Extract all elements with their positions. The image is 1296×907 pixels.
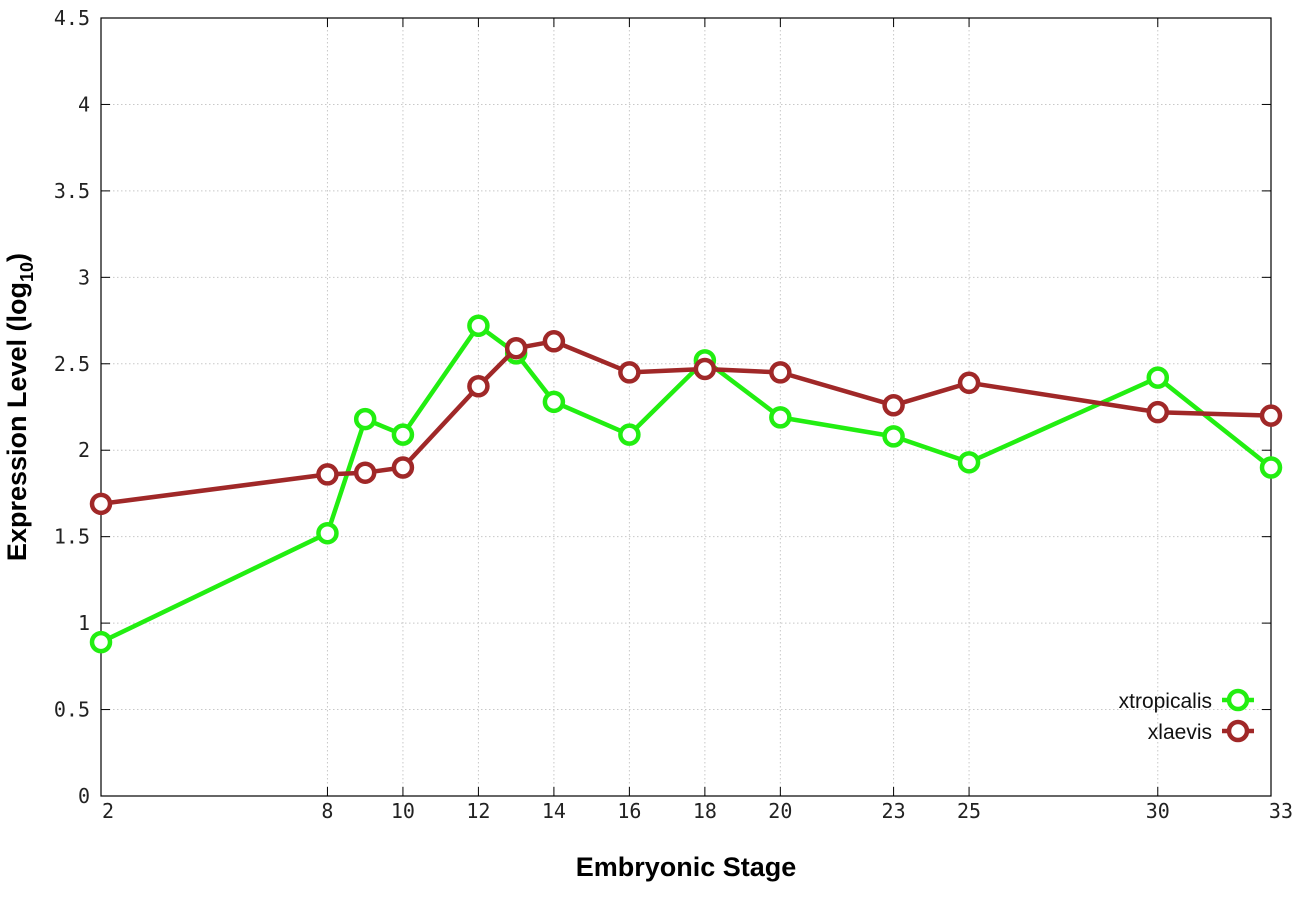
- y-tick-label: 0.5: [54, 698, 90, 722]
- data-point-xlaevis: [353, 461, 377, 484]
- data-point-xlaevis: [467, 375, 490, 398]
- data-point-xlaevis: [1146, 400, 1170, 424]
- legend-label: xtropicalis: [1119, 690, 1212, 713]
- data-point-xtropicalis: [882, 425, 905, 448]
- data-point-xtropicalis: [618, 423, 641, 446]
- data-point-xtropicalis: [391, 423, 415, 446]
- legend: xtropicalis xlaevis: [1119, 688, 1254, 744]
- data-point-xtropicalis: [353, 407, 377, 431]
- x-axis-title: Embryonic Stage: [576, 852, 797, 882]
- y-tick-label: 4.5: [54, 6, 90, 30]
- data-point-xlaevis: [882, 394, 905, 417]
- y-axis-title-main: Expression Level (log: [2, 282, 32, 561]
- y-tick-label: 2.5: [54, 352, 90, 376]
- x-tick-label: 18: [693, 799, 717, 823]
- data-point-xlaevis: [618, 361, 641, 384]
- data-point-xtropicalis: [1259, 456, 1283, 479]
- grid-lines: [101, 18, 1271, 796]
- axis-ticks: 0 0.5 1 1.5 2 2.5 3 3.5 4 4.5 2 8 10 12 14 16 18 20 23 25 30…: [54, 6, 1293, 823]
- data-point-xlaevis: [316, 463, 339, 486]
- data-point-xtropicalis: [1146, 366, 1170, 389]
- y-axis-title-suffix: ): [2, 253, 32, 262]
- x-tick-label: 33: [1269, 799, 1293, 823]
- data-point-xtropicalis: [467, 314, 490, 337]
- y-axis-title: Expression Level (log10): [2, 253, 37, 561]
- x-tick-label: 23: [882, 799, 906, 823]
- x-tick-label: 12: [466, 799, 490, 823]
- y-tick-label: 1: [78, 611, 90, 635]
- legend-entry-xtropicalis: xtropicalis: [1119, 688, 1254, 713]
- y-axis-title-subscript: 10: [17, 262, 37, 282]
- legend-marker-swatch: [1226, 719, 1250, 743]
- y-tick-label: 3: [78, 265, 90, 289]
- y-tick-label: 3.5: [54, 179, 90, 203]
- x-tick-label: 2: [102, 799, 114, 823]
- x-tick-label: 8: [321, 799, 333, 823]
- data-point-xtropicalis: [957, 451, 981, 474]
- data-point-xlaevis: [504, 336, 528, 360]
- y-tick-label: 4: [78, 92, 90, 116]
- legend-label: xlaevis: [1148, 721, 1212, 744]
- data-point-xlaevis: [1259, 404, 1283, 427]
- legend-entry-xlaevis: xlaevis: [1148, 719, 1254, 744]
- x-tick-label: 10: [391, 799, 415, 823]
- series-xlaevis: [89, 330, 1283, 516]
- data-point-xtropicalis: [542, 390, 566, 414]
- series-lines: [89, 314, 1283, 654]
- data-point-xtropicalis: [316, 521, 339, 545]
- x-tick-label: 16: [617, 799, 641, 823]
- data-point-xlaevis: [391, 456, 415, 479]
- data-point-xlaevis: [957, 371, 981, 395]
- data-point-xlaevis: [89, 492, 113, 516]
- y-tick-label: 2: [78, 438, 90, 462]
- series-line-xlaevis: [100, 339, 1272, 507]
- data-point-xtropicalis: [89, 630, 113, 654]
- y-tick-label: 1.5: [54, 525, 90, 549]
- data-point-xlaevis: [542, 330, 566, 353]
- legend-marker-swatch: [1226, 688, 1250, 712]
- x-tick-label: 20: [768, 799, 792, 823]
- y-tick-label: 0: [78, 784, 90, 808]
- x-tick-label: 25: [957, 799, 981, 823]
- series-line-xtropicalis: [100, 323, 1273, 645]
- data-point-xtropicalis: [769, 406, 792, 429]
- series-xtropicalis: [89, 314, 1283, 654]
- x-tick-label: 14: [542, 799, 566, 823]
- data-point-xlaevis: [769, 361, 792, 384]
- x-tick-label: 30: [1146, 799, 1170, 823]
- data-point-xlaevis: [693, 357, 717, 381]
